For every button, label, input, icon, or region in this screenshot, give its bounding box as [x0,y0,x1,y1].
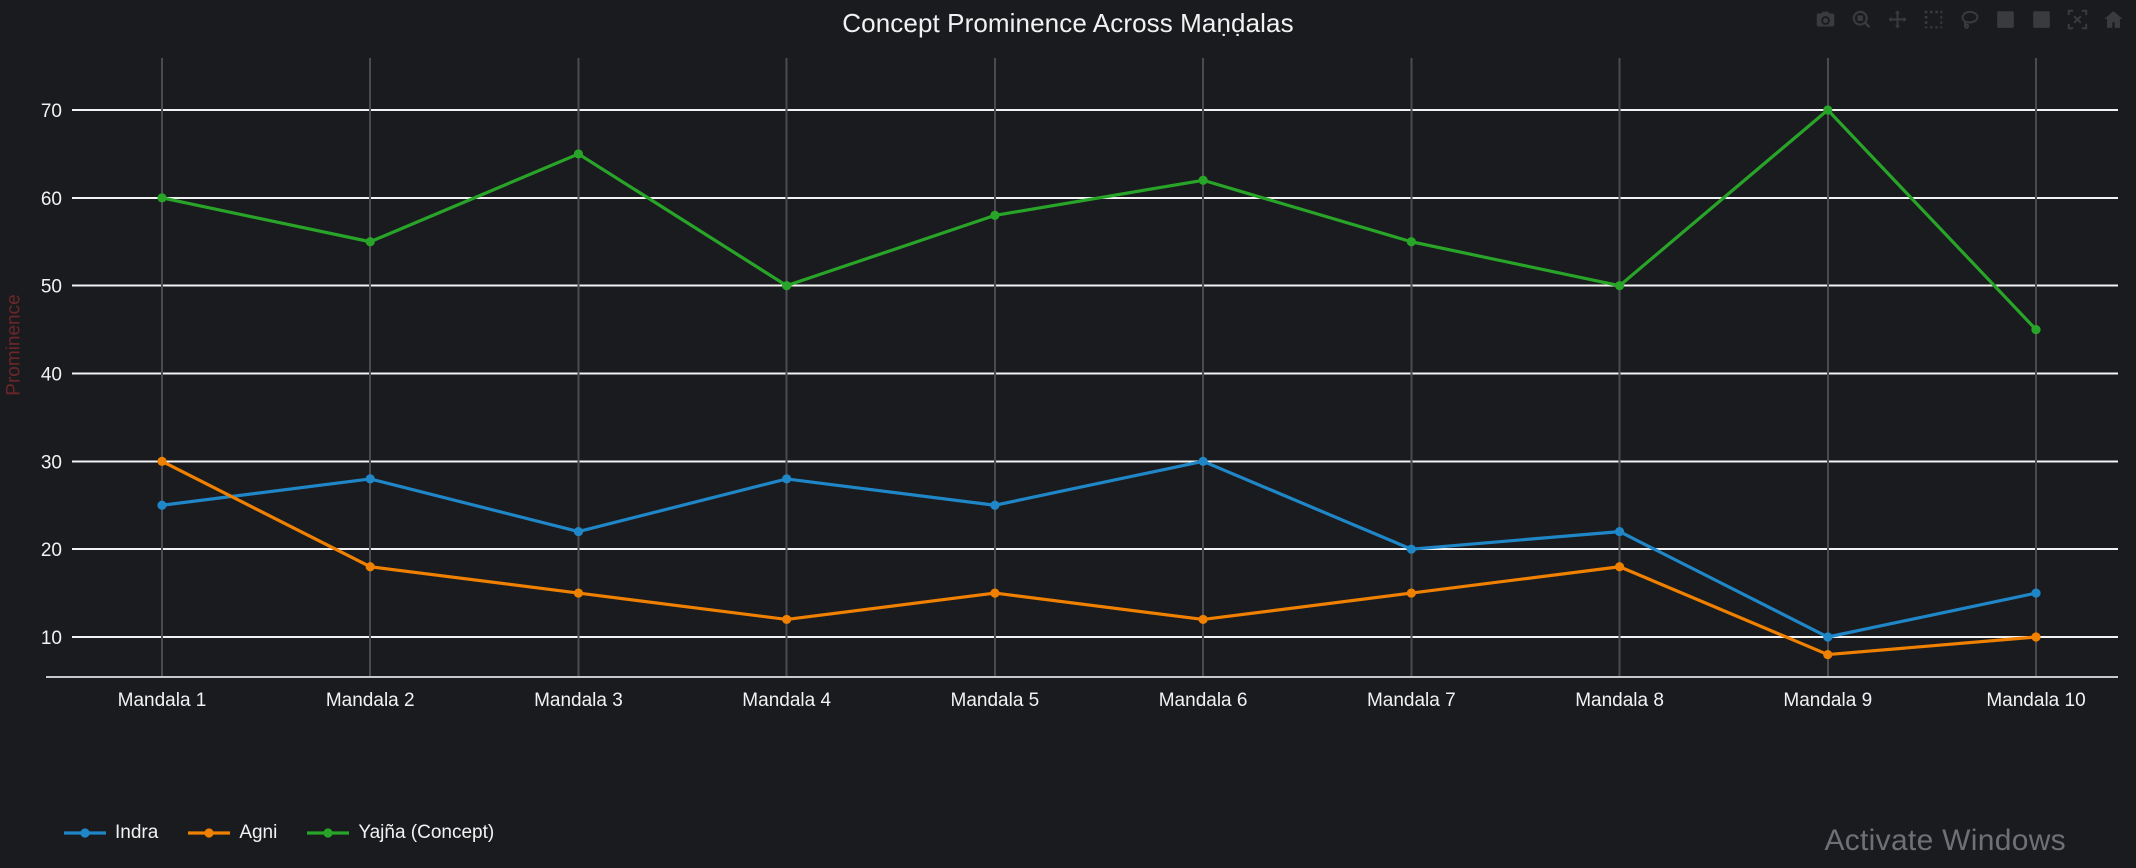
camera-icon[interactable] [1814,8,1836,30]
svg-text:Mandala 2: Mandala 2 [326,690,415,711]
series-yaj-a-concept[interactable] [157,105,2041,335]
svg-text:10: 10 [41,628,62,649]
data-point[interactable] [782,474,792,484]
data-point[interactable] [573,149,584,159]
data-point[interactable] [1198,614,1208,625]
box-select-icon[interactable] [1922,8,1944,30]
svg-text:Mandala 8: Mandala 8 [1575,690,1664,711]
legend-swatch [188,828,231,838]
y-axis-title-text: Prominence [3,294,25,396]
legend-item-agni[interactable]: Agni [186,822,277,844]
zoom-icon[interactable] [1850,8,1872,30]
legend-label: Indra [115,822,159,843]
series-line [160,108,2038,332]
autoscale-icon[interactable] [2066,8,2088,30]
y-axis-title: Prominence [0,0,65,690]
svg-text:Mandala 3: Mandala 3 [534,690,623,711]
data-point[interactable] [365,562,375,572]
data-point[interactable] [365,474,375,484]
svg-text:40: 40 [41,365,62,386]
data-point[interactable] [1406,237,1416,247]
svg-text:Mandala 4: Mandala 4 [742,690,831,711]
svg-text:Mandala 9: Mandala 9 [1783,690,1872,711]
zoom-in-icon[interactable] [1994,8,2016,30]
data-point[interactable] [990,210,1000,220]
data-point[interactable] [1823,105,1833,115]
data-point[interactable] [1406,544,1416,554]
legend-label: Yajña (Concept) [358,822,495,843]
lasso-select-icon[interactable] [1958,8,1980,30]
zoom-out-icon[interactable] [2030,8,2052,30]
svg-text:Mandala 10: Mandala 10 [1986,690,2085,711]
svg-text:Mandala 1: Mandala 1 [118,690,207,711]
legend-item-yaj-a-concept[interactable]: Yajña (Concept) [305,822,494,844]
data-point[interactable] [2031,632,2041,642]
series-indra[interactable] [157,456,2041,642]
svg-text:20: 20 [41,540,62,561]
data-point[interactable] [1614,562,1625,572]
data-point[interactable] [1198,175,1208,185]
svg-text:30: 30 [41,452,62,473]
y-axis-tick-labels: 10 20 30 40 50 60 70 [41,101,62,649]
series-line [160,459,2038,639]
home-icon[interactable] [2102,8,2124,30]
data-point[interactable] [1614,281,1625,291]
data-point[interactable] [1823,649,1833,660]
series-agni[interactable] [157,456,2041,660]
series-line [160,459,2038,657]
data-point[interactable] [782,614,792,625]
data-point[interactable] [365,237,375,247]
svg-text:Mandala 7: Mandala 7 [1367,690,1456,711]
plotly-modebar[interactable] [1814,4,2124,34]
horizontal-gridlines [72,109,2118,638]
chart-legend[interactable]: Indra Agni Yajña (Concept) [62,822,494,844]
svg-text:Mandala 6: Mandala 6 [1159,690,1248,711]
x-axis-tick-labels: Mandala 1 Mandala 2 Mandala 3 Mandala 4 Mand… [118,690,2086,711]
data-point[interactable] [1614,527,1625,537]
data-point[interactable] [1198,456,1208,466]
data-point[interactable] [573,588,584,598]
svg-text:60: 60 [41,189,62,210]
data-point[interactable] [990,588,1000,598]
svg-text:Mandala 5: Mandala 5 [951,690,1040,711]
data-point[interactable] [1406,588,1416,598]
legend-swatch [307,828,350,838]
svg-text:50: 50 [41,277,62,298]
vertical-gridlines [161,58,2037,677]
data-point[interactable] [782,281,792,291]
chart-title: Concept Prominence Across Maṇḍalas [842,8,1294,38]
data-series-group[interactable] [157,105,2041,660]
data-point[interactable] [157,456,167,466]
data-point[interactable] [1823,632,1833,642]
data-point[interactable] [157,193,167,203]
data-point[interactable] [2031,588,2041,598]
pan-icon[interactable] [1886,8,1908,30]
legend-swatch [64,828,106,838]
data-point[interactable] [573,527,584,537]
legend-label: Agni [239,822,278,843]
legend-item-indra[interactable]: Indra [62,822,158,844]
data-point[interactable] [2031,324,2041,335]
data-point[interactable] [157,500,167,510]
data-point[interactable] [990,500,1000,510]
svg-text:70: 70 [41,101,62,122]
